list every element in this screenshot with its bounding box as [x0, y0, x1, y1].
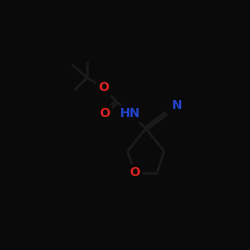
Text: O: O: [100, 107, 110, 120]
Text: O: O: [98, 81, 109, 94]
Text: N: N: [172, 99, 182, 112]
Text: HN: HN: [120, 107, 141, 120]
Text: O: O: [129, 166, 140, 179]
